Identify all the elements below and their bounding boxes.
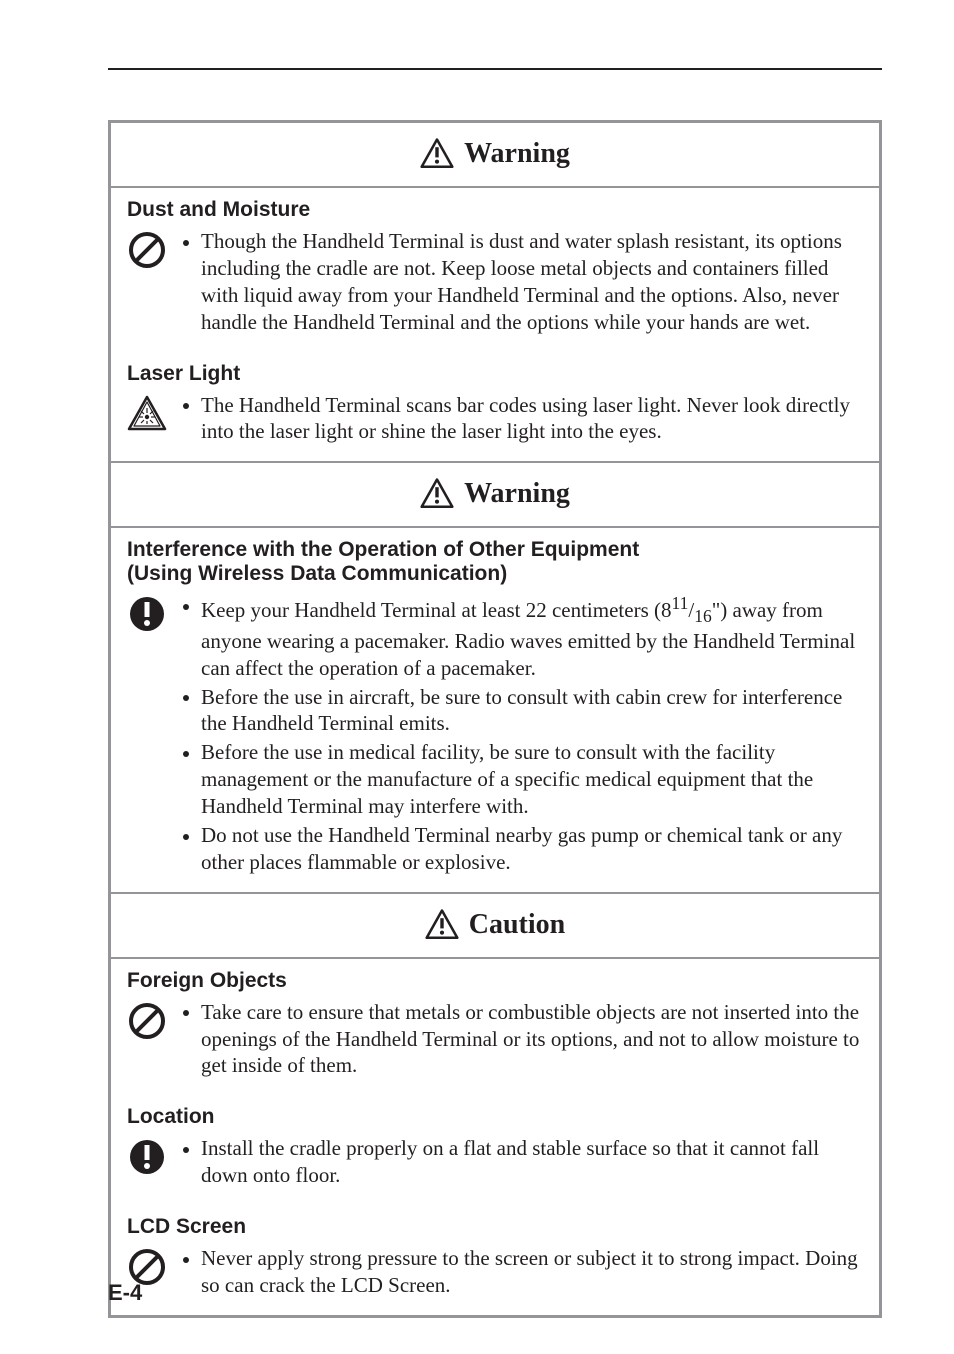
bullet-item: Before the use in aircraft, be sure to c… [183,684,863,738]
prohibit-icon [127,1001,167,1041]
bullet-text: The Handheld Terminal scans bar codes us… [201,393,850,444]
laser-warning-icon [127,394,167,434]
section-heading: LCD Screen [127,1215,863,1239]
bullet-text: Though the Handheld Terminal is dust and… [201,229,842,334]
bullet-dot [183,604,189,610]
section-item: Install the cradle properly on a flat an… [127,1135,863,1191]
section-body: Take care to ensure that metals or combu… [183,999,863,1082]
warning-triangle-icon [425,908,459,942]
section-item: Keep your Handheld Terminal at least 22 … [127,592,863,877]
section-body: The Handheld Terminal scans bar codes us… [183,392,863,448]
page-number: E-4 [108,1280,142,1306]
section-icon [127,392,171,434]
bullet-dot [183,1257,189,1263]
alert-title-bar: Warning [111,463,879,526]
safety-section: Laser Light The Handheld Terminal scans b… [111,352,879,462]
section-heading: Interference with the Operation of Other… [127,538,863,586]
alert-title: Warning [464,478,570,510]
bullet-text: Install the cradle properly on a flat an… [201,1136,819,1187]
section-icon [127,999,171,1041]
alert-title: Warning [464,138,570,170]
prohibit-icon [127,230,167,270]
bullet-text: Keep your Handheld Terminal at least 22 … [201,598,855,679]
safety-section: Dust and Moisture Though the Handheld Ter… [111,188,879,352]
alert-title-bar: Warning [111,123,879,186]
bullet-item: Never apply strong pressure to the scree… [183,1245,863,1299]
bullet-item: Though the Handheld Terminal is dust and… [183,228,863,336]
bullet-dot [183,403,189,409]
safety-section: Foreign Objects Take care to ensure that … [111,959,879,1096]
section-body: Never apply strong pressure to the scree… [183,1245,863,1301]
top-rule [108,68,882,70]
section-icon [127,592,171,634]
alert-title: Caution [469,909,565,941]
bullet-item: The Handheld Terminal scans bar codes us… [183,392,863,446]
section-item: Though the Handheld Terminal is dust and… [127,228,863,338]
bullet-text: Before the use in medical facility, be s… [201,740,813,818]
page: Warning Dust and Moisture Though the Handh… [0,0,954,1354]
bullet-text: Do not use the Handheld Terminal nearby … [201,823,842,874]
mandatory-icon [127,1137,167,1177]
mandatory-icon [127,594,167,634]
bullet-dot [183,240,189,246]
section-icon [127,1135,171,1177]
warning-triangle-icon [420,477,454,511]
section-body: Install the cradle properly on a flat an… [183,1135,863,1191]
bullet-text: Before the use in aircraft, be sure to c… [201,685,842,736]
section-heading: Foreign Objects [127,969,863,993]
bullet-item: Take care to ensure that metals or combu… [183,999,863,1080]
section-heading: Dust and Moisture [127,198,863,222]
section-heading: Location [127,1105,863,1129]
alert-title-bar: Caution [111,894,879,957]
section-body: Though the Handheld Terminal is dust and… [183,228,863,338]
section-icon [127,228,171,270]
section-item: The Handheld Terminal scans bar codes us… [127,392,863,448]
bullet-item: Do not use the Handheld Terminal nearby … [183,822,863,876]
section-body: Keep your Handheld Terminal at least 22 … [183,592,863,877]
bullet-dot [183,1147,189,1153]
safety-container: Warning Dust and Moisture Though the Handh… [108,120,882,1318]
safety-section: Interference with the Operation of Other… [111,528,879,891]
section-item: Take care to ensure that metals or combu… [127,999,863,1082]
bullet-dot [183,751,189,757]
warning-triangle-icon [420,137,454,171]
section-item: Never apply strong pressure to the scree… [127,1245,863,1301]
bullet-dot [183,695,189,701]
section-heading: Laser Light [127,362,863,386]
bullet-dot [183,1010,189,1016]
bullet-text: Take care to ensure that metals or combu… [201,1000,859,1078]
bullet-text: Never apply strong pressure to the scree… [201,1246,858,1297]
bullet-dot [183,834,189,840]
safety-section: Location Install the cradle properly on a… [111,1095,879,1205]
bullet-item: Before the use in medical facility, be s… [183,739,863,820]
bullet-item: Keep your Handheld Terminal at least 22 … [183,592,863,681]
safety-section: LCD Screen Never apply strong pressure to… [111,1205,879,1315]
bullet-item: Install the cradle properly on a flat an… [183,1135,863,1189]
